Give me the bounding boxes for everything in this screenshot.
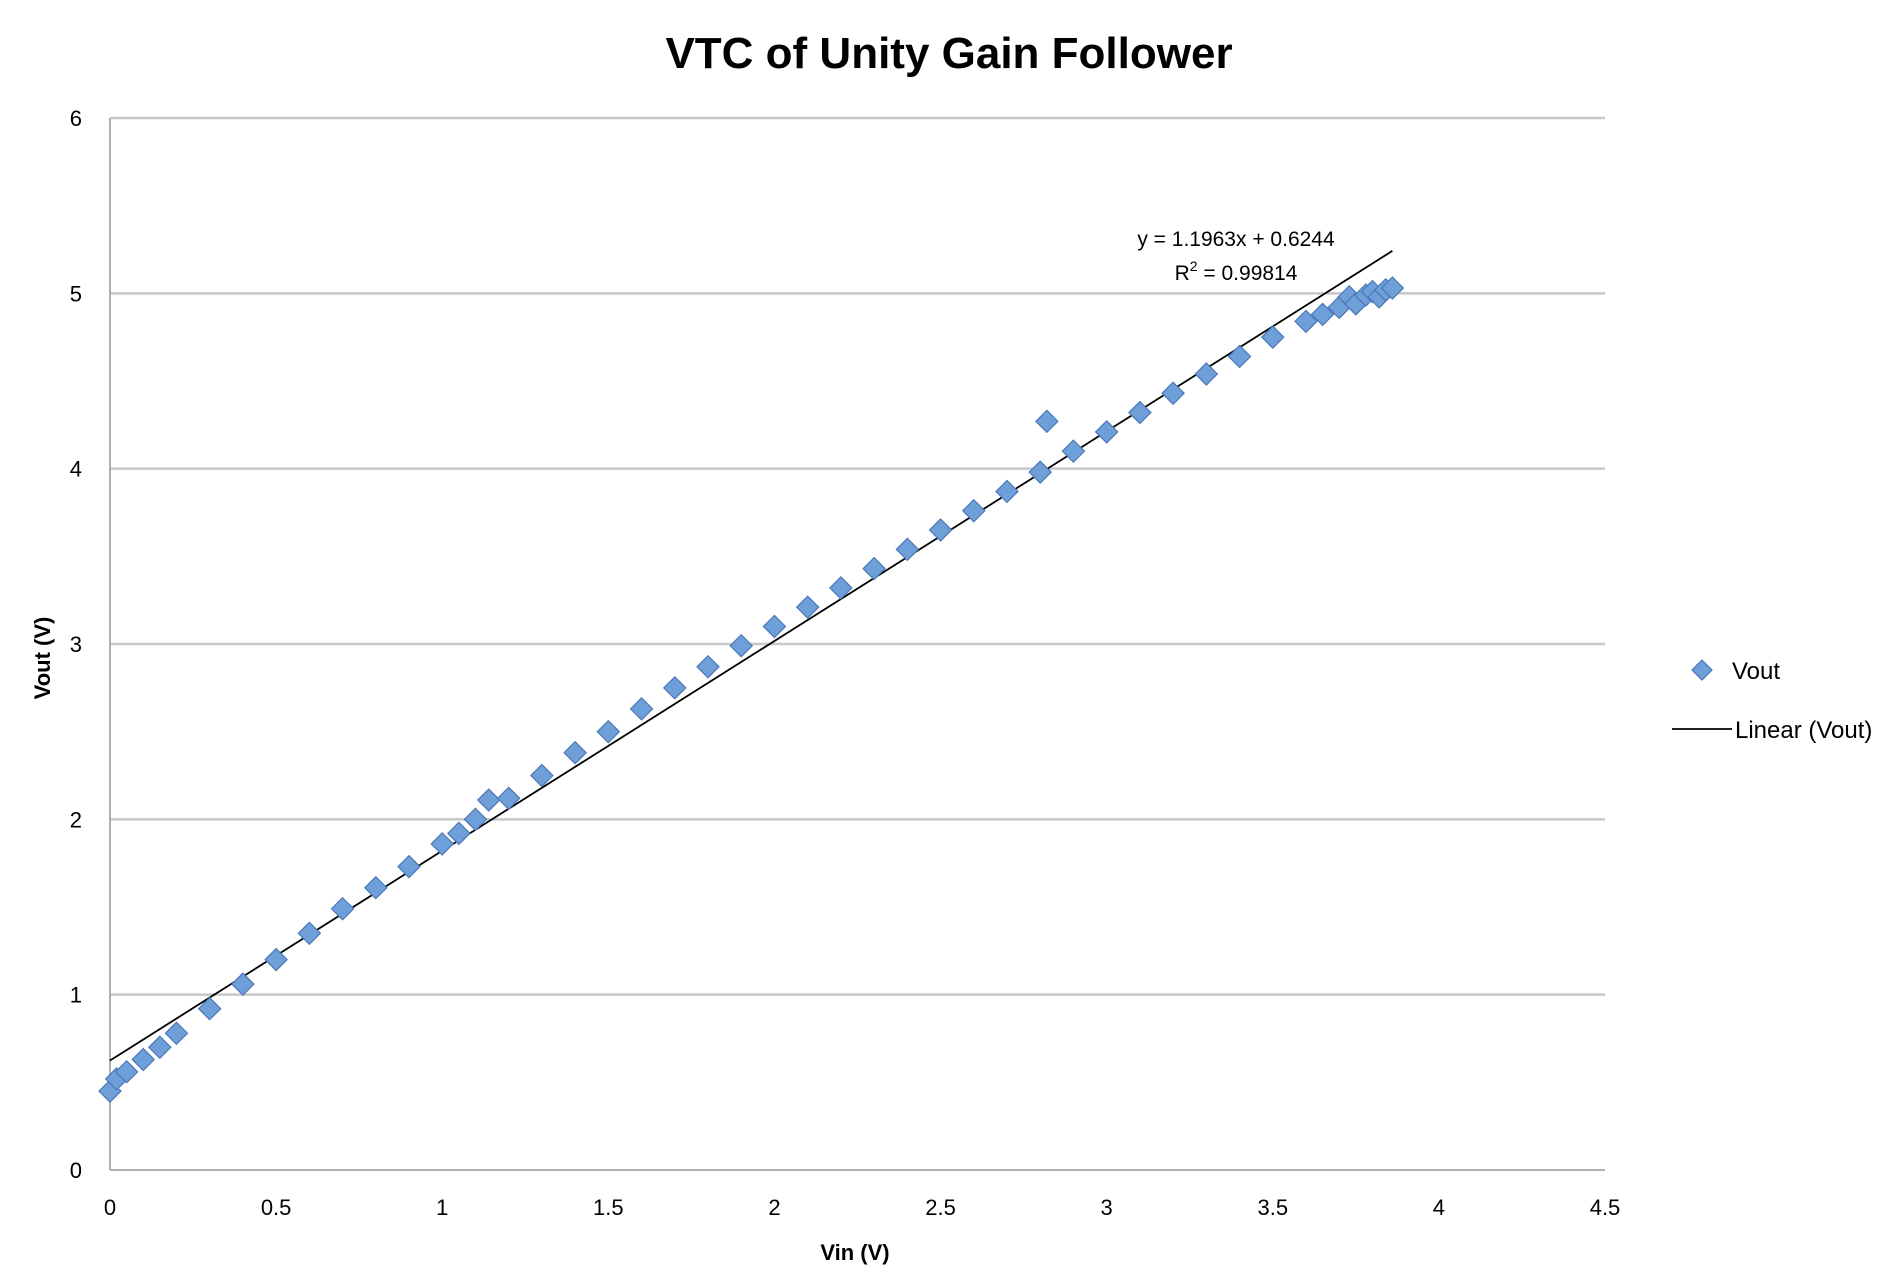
x-tick-label: 4 [1433,1195,1445,1220]
y-tick-label: 3 [70,632,82,657]
data-point [297,921,322,946]
y-tick-labels: 0 1 2 3 4 5 6 [70,106,82,1183]
r-squared-prefix: R [1175,262,1190,285]
data-point [596,719,621,744]
data-point [795,595,820,620]
r-squared-value: = 0.99814 [1198,262,1298,285]
data-point [1128,400,1152,425]
data-markers [98,276,1405,1103]
y-tick-label: 6 [70,106,82,131]
x-tick-label: 2.5 [925,1195,956,1220]
x-tick-label: 4.5 [1590,1195,1621,1220]
data-point [147,1035,172,1060]
y-tick-label: 1 [70,983,82,1008]
data-point [446,821,471,846]
data-point [762,614,787,639]
x-tick-label: 0.5 [261,1195,292,1220]
data-point [729,633,754,658]
data-point [829,576,853,600]
y-axis-title: Vout (V) [30,617,55,700]
trendline [109,250,1393,1062]
x-axis-title: Vin (V) [820,1240,889,1265]
data-point [463,807,488,832]
data-point [231,972,255,996]
x-tick-label: 0 [104,1195,116,1220]
chart-title: VTC of Unity Gain Follower [665,29,1232,78]
trendline-group [109,250,1393,1062]
legend-marker-vout [1691,659,1713,681]
data-point [397,854,421,879]
legend: Vout Linear (Vout) [1672,658,1872,744]
data-point [476,788,501,812]
x-tick-label: 1 [436,1195,448,1220]
y-tick-label: 2 [70,807,82,832]
y-tick-label: 5 [70,281,82,306]
data-point [1310,302,1335,327]
data-point [629,697,654,721]
data-point [330,896,355,921]
data-point [1260,325,1285,350]
data-point [928,518,953,542]
x-tick-label: 2 [768,1195,780,1220]
data-point [662,675,687,700]
x-tick-label: 3.5 [1257,1195,1288,1220]
data-point [363,875,388,900]
data-point [1161,381,1185,406]
data-point [430,832,455,856]
data-point [862,556,886,581]
data-point [1294,309,1318,334]
data-point [197,996,222,1021]
data-point [1061,439,1086,463]
trendline-equation: y = 1.1963x + 0.6244 [1137,228,1335,251]
data-point [1035,409,1059,434]
y-tick-label: 0 [70,1158,82,1183]
data-point [961,498,986,523]
data-point [164,1021,189,1046]
axes [109,118,1605,1171]
gridlines [110,116,1605,996]
legend-label-vout: Vout [1732,658,1780,685]
data-point [995,479,1019,504]
data-point [264,947,288,972]
r-squared-superscript: 2 [1190,258,1198,274]
y-tick-label: 4 [70,457,82,482]
data-point [1194,362,1219,386]
data-point [1380,276,1405,300]
trendline-r-squared: R2 = 0.99814 [1175,258,1298,285]
data-point [1227,344,1252,369]
x-tick-labels: 0 0.5 1 1.5 2 2.5 3 3.5 4 4.5 [104,1195,1620,1220]
x-tick-label: 1.5 [593,1195,624,1220]
data-point [563,740,587,765]
x-tick-label: 3 [1101,1195,1113,1220]
data-point [696,654,720,679]
data-point [114,1059,139,1084]
data-point [895,537,920,562]
data-point [496,786,521,811]
legend-label-linear: Linear (Vout) [1735,717,1872,744]
data-point [131,1047,156,1072]
data-point [530,763,554,788]
data-point [1094,419,1119,444]
data-point [1028,460,1053,485]
